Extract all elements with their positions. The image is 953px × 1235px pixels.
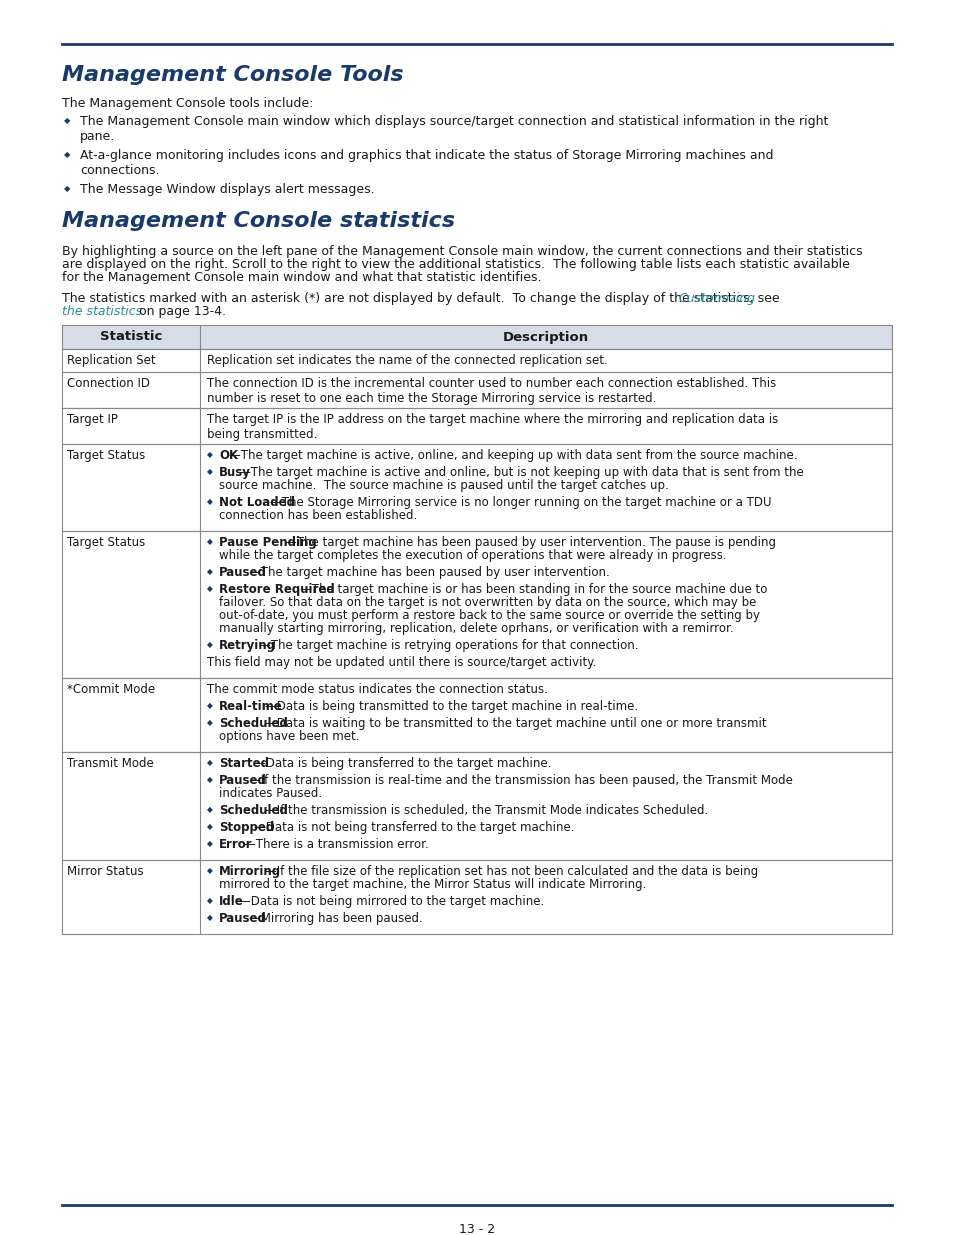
- Text: —The target machine is retrying operations for that connection.: —The target machine is retrying operatio…: [259, 638, 639, 652]
- Text: ◆: ◆: [207, 701, 213, 710]
- Text: ◆: ◆: [207, 776, 213, 784]
- Bar: [62, 325, 891, 350]
- Text: The target IP is the IP address on the target machine where the mirroring and re: The target IP is the IP address on the t…: [207, 412, 778, 441]
- Text: Idle: Idle: [219, 895, 244, 908]
- Text: The Management Console tools include:: The Management Console tools include:: [62, 98, 313, 110]
- Text: the statistics: the statistics: [62, 305, 142, 317]
- Text: —If the transmission is real-time and the transmission has been paused, the Tran: —If the transmission is real-time and th…: [249, 774, 792, 787]
- Text: ◆: ◆: [207, 537, 213, 546]
- Text: Target IP: Target IP: [67, 412, 118, 426]
- Text: ◆: ◆: [207, 758, 213, 767]
- Text: The statistics marked with an asterisk (*) are not displayed by default.  To cha: The statistics marked with an asterisk (…: [62, 291, 782, 305]
- Text: Management Console Tools: Management Console Tools: [62, 65, 403, 85]
- Text: failover. So that data on the target is not overwritten by data on the source, w: failover. So that data on the target is …: [219, 597, 756, 609]
- Text: ◆: ◆: [207, 567, 213, 576]
- Text: Replication set indicates the name of the connected replication set.: Replication set indicates the name of th…: [207, 354, 607, 367]
- Text: —If the transmission is scheduled, the Transmit Mode indicates Scheduled.: —If the transmission is scheduled, the T…: [264, 804, 707, 818]
- Text: This field may not be updated until there is source/target activity.: This field may not be updated until ther…: [207, 656, 596, 669]
- Text: Replication Set: Replication Set: [67, 354, 155, 367]
- Text: Restore Required: Restore Required: [219, 583, 335, 597]
- Text: ◆: ◆: [207, 805, 213, 814]
- Text: Pause Pending: Pause Pending: [219, 536, 316, 550]
- Text: ◆: ◆: [207, 640, 213, 650]
- Text: connection has been established.: connection has been established.: [219, 509, 416, 522]
- Text: ◆: ◆: [207, 584, 213, 593]
- Text: source machine.  The source machine is paused until the target catches up.: source machine. The source machine is pa…: [219, 479, 668, 492]
- Text: Mirror Status: Mirror Status: [67, 864, 144, 878]
- Text: —The target machine is active and online, but is not keeping up with data that i: —The target machine is active and online…: [239, 466, 803, 479]
- Text: ◆: ◆: [64, 116, 71, 125]
- Text: ◆: ◆: [207, 866, 213, 876]
- Text: ◆: ◆: [207, 450, 213, 459]
- Text: for the Management Console main window and what that statistic identifies.: for the Management Console main window a…: [62, 270, 541, 284]
- Text: The Management Console main window which displays source/target connection and s: The Management Console main window which…: [80, 115, 827, 143]
- Text: Target Status: Target Status: [67, 450, 145, 462]
- Text: Management Console statistics: Management Console statistics: [62, 211, 455, 231]
- Text: 13 - 2: 13 - 2: [458, 1223, 495, 1235]
- Text: Retrying: Retrying: [219, 638, 275, 652]
- Text: Description: Description: [502, 331, 588, 343]
- Text: ◆: ◆: [64, 149, 71, 159]
- Text: ◆: ◆: [207, 823, 213, 831]
- Text: —Mirroring has been paused.: —Mirroring has been paused.: [249, 911, 422, 925]
- Text: on page 13-4.: on page 13-4.: [134, 305, 225, 317]
- Text: Connection ID: Connection ID: [67, 377, 150, 390]
- Text: —Data is not being mirrored to the target machine.: —Data is not being mirrored to the targe…: [239, 895, 544, 908]
- Text: ◆: ◆: [207, 496, 213, 506]
- Text: manually starting mirroring, replication, delete oprhans, or verification with a: manually starting mirroring, replication…: [219, 622, 733, 635]
- Text: —The target machine has been paused by user intervention.: —The target machine has been paused by u…: [249, 566, 610, 579]
- Text: mirrored to the target machine, the Mirror Status will indicate Mirroring.: mirrored to the target machine, the Mirr…: [219, 878, 646, 890]
- Text: The commit mode status indicates the connection status.: The commit mode status indicates the con…: [207, 683, 547, 697]
- Text: *Commit Mode: *Commit Mode: [67, 683, 155, 697]
- Text: —Data is not being transferred to the target machine.: —Data is not being transferred to the ta…: [254, 821, 575, 834]
- Text: Busy: Busy: [219, 466, 251, 479]
- Text: options have been met.: options have been met.: [219, 730, 359, 743]
- Text: ◆: ◆: [207, 467, 213, 475]
- Text: —The Storage Mirroring service is no longer running on the target machine or a T: —The Storage Mirroring service is no lon…: [270, 496, 770, 509]
- Text: ◆: ◆: [207, 897, 213, 905]
- Text: —The target machine has been paused by user intervention. The pause is pending: —The target machine has been paused by u…: [284, 536, 775, 550]
- Text: —Data is waiting to be transmitted to the target machine until one or more trans: —Data is waiting to be transmitted to th…: [264, 718, 765, 730]
- Text: The connection ID is the incremental counter used to number each connection esta: The connection ID is the incremental cou…: [207, 377, 776, 405]
- Text: —Data is being transmitted to the target machine in real-time.: —Data is being transmitted to the target…: [264, 700, 637, 713]
- Text: —The target machine is active, online, and keeping up with data sent from the so: —The target machine is active, online, a…: [229, 450, 797, 462]
- Text: ◆: ◆: [207, 718, 213, 727]
- Text: Mirroring: Mirroring: [219, 864, 281, 878]
- Text: —There is a transmission error.: —There is a transmission error.: [244, 839, 429, 851]
- Text: Transmit Mode: Transmit Mode: [67, 757, 153, 769]
- Text: while the target completes the execution of operations that were already in prog: while the target completes the execution…: [219, 550, 726, 562]
- Text: are displayed on the right. Scroll to the right to view the additional statistic: are displayed on the right. Scroll to th…: [62, 258, 849, 270]
- Text: Paused: Paused: [219, 774, 267, 787]
- Text: By highlighting a source on the left pane of the Management Console main window,: By highlighting a source on the left pan…: [62, 245, 862, 258]
- Text: At-a-glance monitoring includes icons and graphics that indicate the status of S: At-a-glance monitoring includes icons an…: [80, 149, 773, 177]
- Text: Stopped: Stopped: [219, 821, 274, 834]
- Text: Target Status: Target Status: [67, 536, 145, 550]
- Text: out-of-date, you must perform a restore back to the same source or override the : out-of-date, you must perform a restore …: [219, 609, 760, 622]
- Text: —Data is being transferred to the target machine.: —Data is being transferred to the target…: [254, 757, 551, 769]
- Text: —The target machine is or has been standing in for the source machine due to: —The target machine is or has been stand…: [299, 583, 766, 597]
- Text: Paused: Paused: [219, 566, 267, 579]
- Text: —If the file size of the replication set has not been calculated and the data is: —If the file size of the replication set…: [264, 864, 757, 878]
- Text: ◆: ◆: [207, 839, 213, 848]
- Text: ◆: ◆: [64, 184, 71, 193]
- Text: The Message Window displays alert messages.: The Message Window displays alert messag…: [80, 183, 375, 196]
- Text: Paused: Paused: [219, 911, 267, 925]
- Text: Started: Started: [219, 757, 269, 769]
- Text: Real-time: Real-time: [219, 700, 282, 713]
- Text: Not Loaded: Not Loaded: [219, 496, 294, 509]
- Text: ◆: ◆: [207, 913, 213, 923]
- Text: indicates Paused.: indicates Paused.: [219, 787, 322, 800]
- Text: Error: Error: [219, 839, 253, 851]
- Text: OK: OK: [219, 450, 238, 462]
- Text: Customizing: Customizing: [678, 291, 755, 305]
- Text: Statistic: Statistic: [100, 331, 162, 343]
- Text: Scheduled: Scheduled: [219, 718, 288, 730]
- Text: Scheduled: Scheduled: [219, 804, 288, 818]
